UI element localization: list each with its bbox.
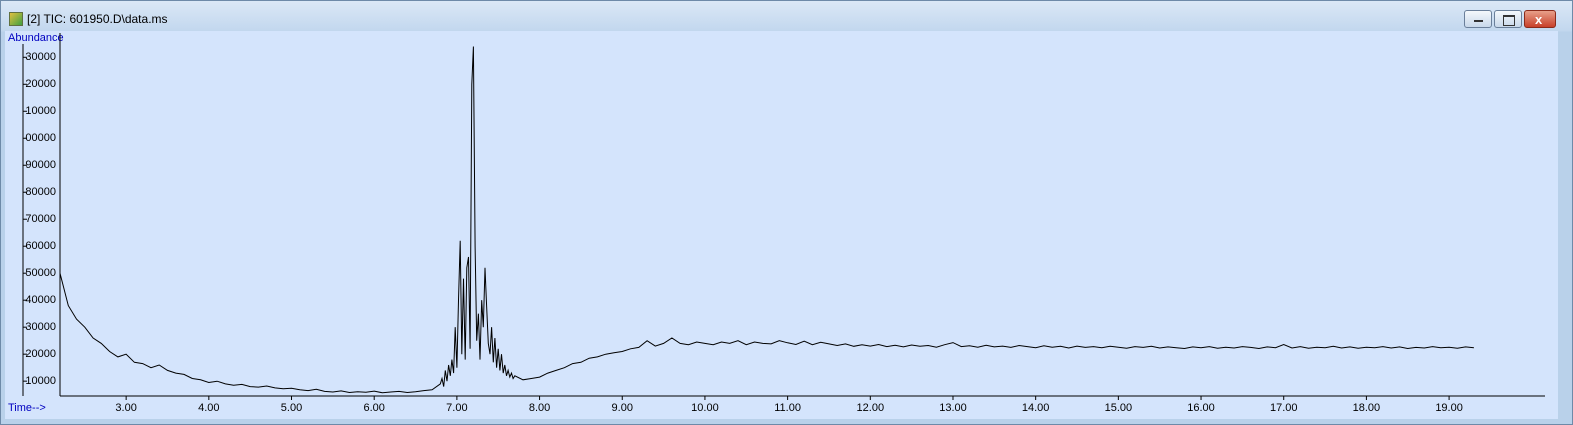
x-tick-label: 5.00 xyxy=(281,402,302,414)
x-tick-label: 17.00 xyxy=(1270,402,1298,414)
close-button[interactable]: x xyxy=(1524,10,1556,28)
y-tick-label: 90000 xyxy=(25,159,56,171)
tic-trace xyxy=(59,46,1474,394)
x-tick-label: 4.00 xyxy=(198,402,219,414)
x-tick-label: 10.00 xyxy=(691,402,719,414)
y-tick-label: 40000 xyxy=(25,294,56,306)
y-tick-label: 10000 xyxy=(25,375,56,387)
y-tick-label: 70000 xyxy=(25,213,56,225)
x-tick-label: 3.00 xyxy=(115,402,136,414)
y-tick-label: 30000 xyxy=(25,321,56,333)
y-tick-label: 50000 xyxy=(25,267,56,279)
y-tick-label: 20000 xyxy=(25,78,56,90)
x-tick-label: 14.00 xyxy=(1022,402,1050,414)
x-tick-label: 15.00 xyxy=(1105,402,1133,414)
x-tick-label: 11.00 xyxy=(774,402,801,414)
x-tick-label: 12.00 xyxy=(857,402,885,414)
minimize-button[interactable] xyxy=(1464,10,1492,28)
x-tick-label: 18.00 xyxy=(1353,402,1381,414)
x-tick-label: 8.00 xyxy=(529,402,550,414)
window-icon xyxy=(9,12,23,26)
x-axis-label: Time--> xyxy=(8,402,46,414)
window-title: [2] TIC: 601950.D\data.ms xyxy=(27,12,168,26)
x-tick-label: 9.00 xyxy=(612,402,633,414)
y-tick-label: 80000 xyxy=(25,186,56,198)
y-tick-label: 20000 xyxy=(25,348,56,360)
x-tick-label: 19.00 xyxy=(1435,402,1463,414)
x-tick-label: 7.00 xyxy=(446,402,467,414)
y-tick-label: 10000 xyxy=(25,105,56,117)
x-tick-label: 16.00 xyxy=(1187,402,1215,414)
x-tick-label: 13.00 xyxy=(939,402,967,414)
plot-background xyxy=(5,31,1558,419)
x-tick-label: 6.00 xyxy=(363,402,384,414)
y-tick-label: 60000 xyxy=(25,240,56,252)
y-tick-label: 30000 xyxy=(25,51,56,63)
maximize-button[interactable] xyxy=(1494,10,1522,28)
y-tick-label: 00000 xyxy=(25,132,56,144)
y-axis-label: Abundance xyxy=(8,32,64,44)
